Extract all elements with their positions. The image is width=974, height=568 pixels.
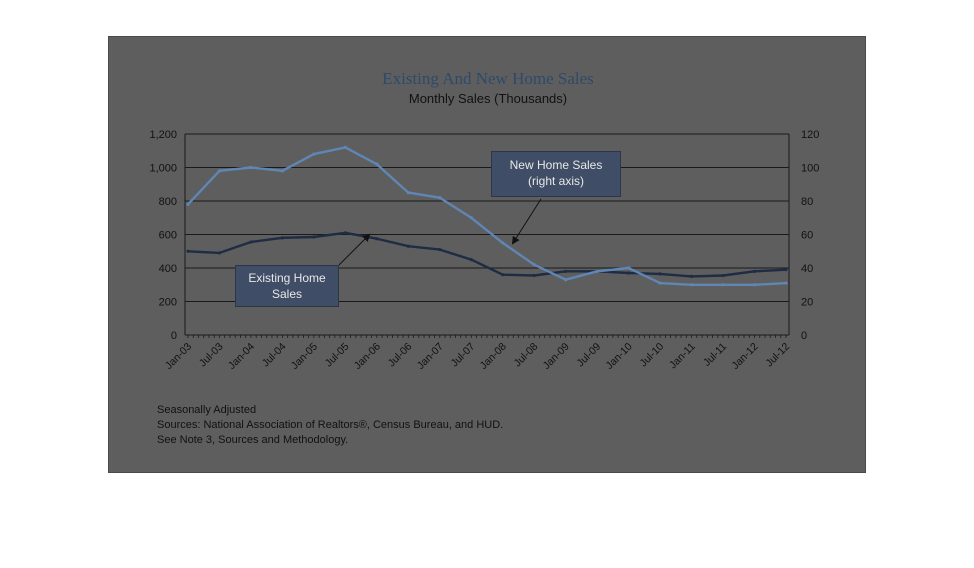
data-point <box>689 283 694 287</box>
y-right-tick-label: 120 <box>801 129 819 141</box>
y-right-tick-label: 100 <box>801 163 819 175</box>
data-point <box>658 281 662 285</box>
x-tick-label: Jan-07 <box>415 341 446 372</box>
y-right-tick-label: 60 <box>801 230 813 242</box>
data-point <box>375 162 379 166</box>
y-axis-right: 0 20 40 60 80 100 120 <box>788 129 819 342</box>
data-point <box>532 273 536 278</box>
existing-home-arrow <box>338 233 371 266</box>
x-tick-label: Jul-09 <box>575 341 604 370</box>
x-tick-label: Jan-09 <box>541 341 572 372</box>
data-point <box>343 231 347 235</box>
data-point <box>312 152 316 156</box>
data-point <box>280 169 285 173</box>
x-tick-label: Jul-07 <box>449 341 478 370</box>
data-point <box>658 272 662 276</box>
chart-figure: 0 200 400 600 800 1,000 1,200 0 20 40 60 80 100 120 … <box>108 36 866 473</box>
note-methodology: See Note 3, Sources and Methodology. <box>157 434 349 446</box>
x-tick-label: Jan-05 <box>289 341 320 372</box>
data-point <box>312 235 316 239</box>
x-tick-label: Jul-12 <box>763 341 792 370</box>
callout-line: Sales <box>271 287 303 301</box>
y-left-tick-label: 1,000 <box>149 163 177 175</box>
y-right-tick-label: 20 <box>801 297 813 309</box>
y-left-tick-label: 1,200 <box>149 129 177 141</box>
x-tick-label: Jul-11 <box>701 341 729 369</box>
data-point <box>627 266 631 270</box>
data-point <box>564 269 568 273</box>
data-point <box>438 247 442 252</box>
x-tick-label: Jan-06 <box>352 341 383 372</box>
x-tick-label: Jul-04 <box>260 341 289 370</box>
y-right-tick-label: 0 <box>801 330 807 342</box>
callout-arrows <box>338 198 542 266</box>
data-point <box>375 237 379 241</box>
x-tick-label: Jan-03 <box>163 341 194 372</box>
data-point <box>186 202 190 206</box>
x-tick-label: Jul-08 <box>512 341 541 370</box>
data-point <box>532 263 536 267</box>
data-point <box>469 258 473 262</box>
chart-notes: Seasonally Adjusted Sources: National As… <box>157 403 503 448</box>
existing-home-sales-callout: Existing Home Sales <box>235 265 339 307</box>
series-lines <box>186 145 788 287</box>
x-tick-label: Jul-10 <box>638 341 667 370</box>
callout-line: New Home Sales <box>509 158 603 172</box>
y-left-tick-label: 400 <box>159 263 177 275</box>
y-left-tick-label: 0 <box>171 330 177 342</box>
data-point <box>564 278 568 282</box>
chart-subtitle: Monthly Sales (Thousands) <box>408 91 568 106</box>
note-sources: Sources: National Association of Realtor… <box>157 419 504 431</box>
new-home-sales-callout: New Home Sales (right axis) <box>491 151 621 197</box>
x-tick-label: Jul-03 <box>197 341 226 370</box>
data-point <box>438 196 442 200</box>
data-point <box>217 251 222 255</box>
data-point <box>501 273 505 277</box>
data-point <box>721 273 725 278</box>
data-point <box>784 281 788 285</box>
data-point <box>689 274 694 278</box>
note-seasonal: Seasonally Adjusted <box>157 404 257 416</box>
x-tick-label: Jan-04 <box>226 341 257 372</box>
y-left-tick-label: 600 <box>159 230 177 242</box>
data-point <box>752 269 757 273</box>
x-tick-label: Jan-11 <box>667 341 698 372</box>
data-point <box>406 191 410 195</box>
series-line <box>187 146 787 287</box>
data-point <box>752 283 757 287</box>
callout-line: (right axis) <box>527 174 584 188</box>
callout-line: Existing Home <box>248 271 326 285</box>
series-line <box>187 231 787 278</box>
data-point <box>784 268 788 272</box>
x-tick-label: Jul-06 <box>386 341 415 370</box>
y-axis-left: 0 200 400 600 800 1,000 1,200 <box>149 129 186 342</box>
data-point <box>469 216 473 220</box>
x-tick-label: Jan-12 <box>729 341 760 372</box>
data-point <box>406 244 410 248</box>
data-point <box>186 249 190 253</box>
data-point <box>343 145 347 149</box>
x-tick-label: Jan-10 <box>604 341 635 372</box>
new-home-arrow <box>511 198 542 245</box>
y-left-tick-label: 200 <box>159 297 177 309</box>
y-right-tick-label: 80 <box>801 196 813 208</box>
data-point <box>249 165 253 170</box>
data-point <box>501 241 505 245</box>
x-axis: Jan-03 Jul-03 Jan-04 Jul-04 Jan-05 Jul-05 Jan-… <box>163 334 792 372</box>
data-point <box>280 236 285 240</box>
data-point <box>217 169 222 173</box>
x-tick-label: Jul-05 <box>323 341 352 370</box>
data-point <box>595 269 599 273</box>
y-left-tick-label: 800 <box>159 196 177 208</box>
x-tick-label: Jan-08 <box>478 341 509 372</box>
data-point <box>249 240 253 244</box>
data-point <box>721 283 725 287</box>
chart-title: Existing And New Home Sales <box>382 69 594 88</box>
y-right-tick-label: 40 <box>801 263 813 275</box>
data-point <box>627 271 631 275</box>
